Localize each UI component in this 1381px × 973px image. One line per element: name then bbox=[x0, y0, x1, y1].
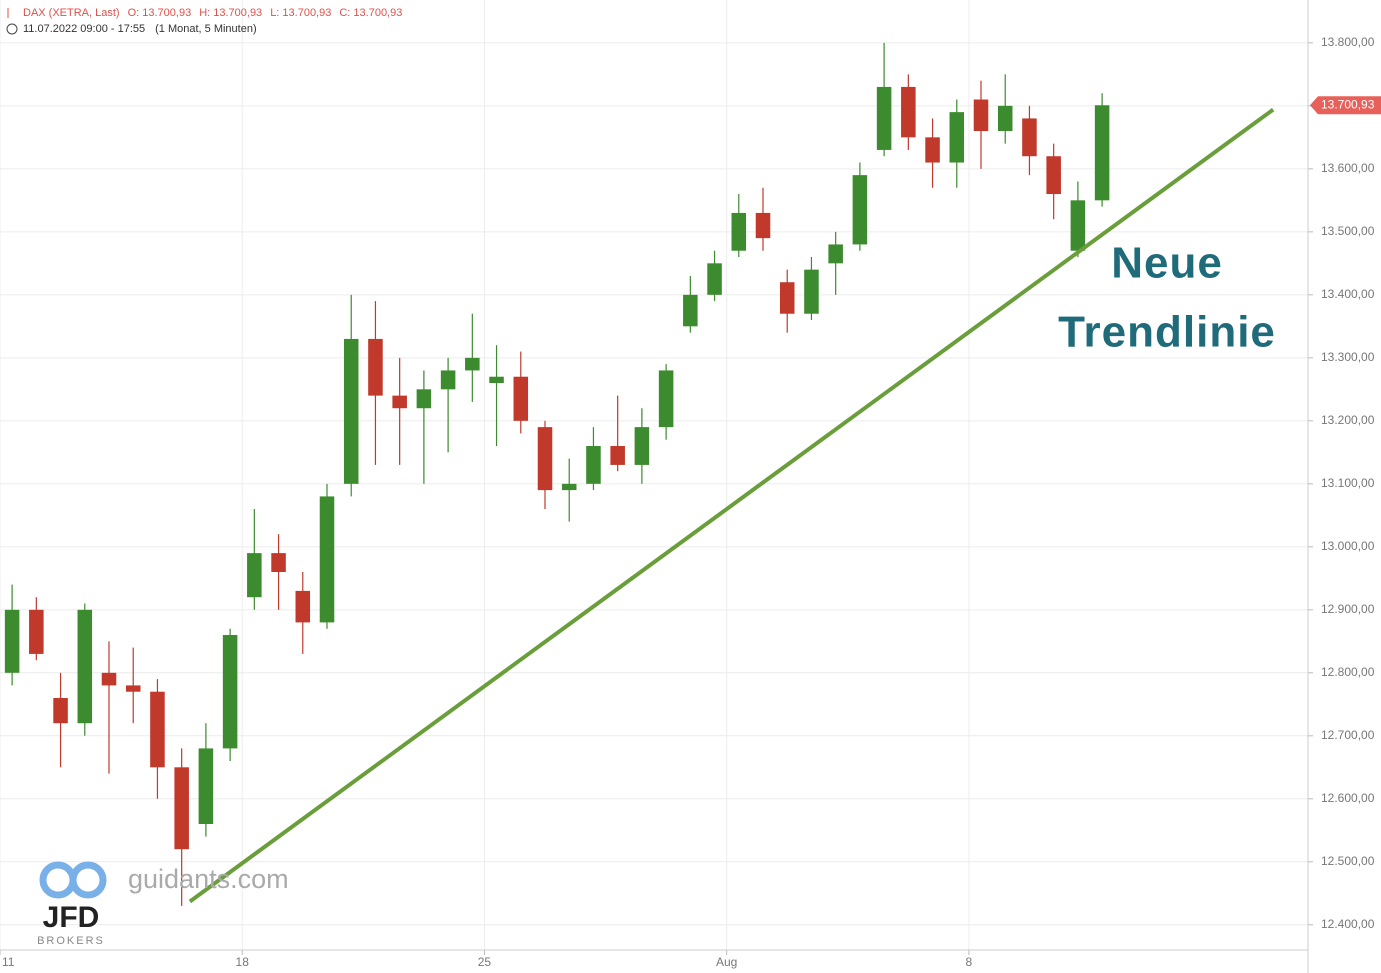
candle-body bbox=[1070, 200, 1086, 251]
candle-body bbox=[319, 496, 335, 623]
x-tick-label: 18 bbox=[236, 955, 250, 969]
y-tick-label: 13.200,00 bbox=[1321, 413, 1375, 427]
candle-body bbox=[101, 672, 117, 686]
logo-ring bbox=[69, 861, 107, 899]
ohlc-value: O: 13.700,93 bbox=[128, 7, 192, 19]
candle-body bbox=[949, 112, 965, 163]
candle-body bbox=[343, 338, 359, 484]
x-tick-label: 25 bbox=[478, 955, 492, 969]
clock-icon bbox=[6, 23, 18, 35]
y-tick-label: 12.400,00 bbox=[1321, 917, 1375, 931]
candle-body bbox=[222, 635, 238, 749]
candle-body bbox=[658, 370, 674, 428]
candle-body bbox=[634, 427, 650, 465]
date-range: 11.07.2022 09:00 - 17:55 bbox=[23, 23, 145, 35]
candle-body bbox=[77, 609, 93, 724]
candle-body bbox=[804, 269, 819, 314]
y-tick-label: 13.400,00 bbox=[1321, 287, 1375, 301]
y-tick-label: 13.600,00 bbox=[1321, 161, 1375, 175]
candle-body bbox=[125, 685, 141, 692]
candle-body bbox=[295, 590, 311, 623]
candle-body bbox=[150, 691, 165, 768]
annotation: Trendlinie bbox=[1058, 308, 1276, 357]
logo-ring bbox=[39, 861, 77, 899]
trendline bbox=[188, 108, 1275, 904]
candle-body bbox=[440, 370, 456, 390]
candle-body bbox=[537, 427, 553, 491]
y-tick-label: 13.800,00 bbox=[1321, 35, 1375, 49]
x-tick-label: 8 bbox=[966, 955, 973, 969]
watermark-site: guidants.com bbox=[128, 864, 289, 894]
candle-body bbox=[876, 86, 892, 150]
ohlc-value: H: 13.700,93 bbox=[199, 7, 262, 19]
candle-body bbox=[586, 446, 601, 484]
watermark-brand: JFD bbox=[43, 901, 100, 934]
x-tick-label: Aug bbox=[716, 955, 737, 969]
ohlc-value: C: 13.700,93 bbox=[339, 7, 402, 19]
candle-body bbox=[368, 338, 383, 396]
ohlc-value: L: 13.700,93 bbox=[270, 7, 331, 19]
candle-body bbox=[489, 376, 504, 384]
candle-body bbox=[174, 767, 189, 850]
candle-body bbox=[513, 376, 529, 421]
jfd-logo bbox=[39, 861, 107, 899]
candle-body bbox=[271, 553, 286, 573]
candle-body bbox=[779, 282, 795, 314]
last-price-tag bbox=[1310, 96, 1381, 115]
candle-body bbox=[1046, 156, 1061, 195]
candle-body bbox=[901, 86, 916, 138]
header-line: 11.07.2022 09:00 - 17:55 (1 Monat, 5 Minu… bbox=[23, 23, 257, 35]
last-price-label: 13.700,93 bbox=[1321, 97, 1375, 111]
candle-body bbox=[392, 395, 407, 409]
candle-body bbox=[925, 137, 940, 163]
candle-body bbox=[755, 212, 771, 239]
candle-body bbox=[997, 105, 1013, 132]
y-tick-label: 13.500,00 bbox=[1321, 224, 1375, 238]
header-line: DAX (XETRA, Last) O: 13.700,93 H: 13.700,9… bbox=[23, 7, 402, 19]
candle-body bbox=[465, 357, 480, 371]
y-tick-label: 12.700,00 bbox=[1321, 728, 1375, 742]
y-tick-label: 13.300,00 bbox=[1321, 350, 1375, 364]
candle-body bbox=[4, 609, 20, 673]
annotation: Neue bbox=[1111, 239, 1223, 288]
candle-body bbox=[1094, 105, 1110, 201]
y-tick-label: 12.900,00 bbox=[1321, 602, 1375, 616]
y-tick-label: 12.800,00 bbox=[1321, 665, 1375, 679]
candle-body bbox=[683, 294, 698, 327]
candle-body bbox=[973, 99, 989, 132]
candle-body bbox=[561, 483, 577, 491]
candle-body bbox=[53, 698, 68, 724]
candle-body bbox=[610, 446, 625, 465]
candle-body bbox=[247, 553, 262, 598]
candle-body bbox=[852, 175, 868, 245]
candle-body bbox=[731, 212, 747, 251]
candle-body bbox=[1022, 118, 1037, 157]
watermark-sub: BROKERS bbox=[37, 935, 105, 947]
y-tick-label: 13.100,00 bbox=[1321, 476, 1375, 490]
candle-body bbox=[828, 244, 843, 264]
x-tick-label: 11 bbox=[2, 955, 15, 969]
candle-body bbox=[29, 609, 44, 654]
y-tick-label: 12.600,00 bbox=[1321, 791, 1375, 805]
interval: (1 Monat, 5 Minuten) bbox=[155, 23, 257, 35]
y-tick-label: 12.500,00 bbox=[1321, 854, 1375, 868]
candle-body bbox=[198, 748, 214, 825]
candle-body bbox=[416, 389, 432, 409]
instrument: DAX (XETRA, Last) bbox=[23, 7, 120, 19]
candle-body bbox=[707, 263, 722, 295]
y-tick-label: 13.000,00 bbox=[1321, 539, 1375, 553]
